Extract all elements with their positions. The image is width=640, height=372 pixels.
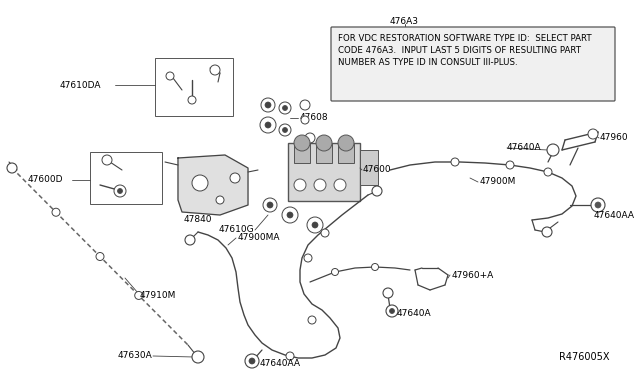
Circle shape: [591, 198, 605, 212]
Circle shape: [216, 196, 224, 204]
Text: 47600D: 47600D: [28, 176, 63, 185]
Circle shape: [371, 263, 378, 270]
Circle shape: [282, 106, 287, 110]
Circle shape: [386, 305, 398, 317]
Bar: [338, 143, 354, 163]
Circle shape: [372, 186, 382, 196]
Circle shape: [542, 227, 552, 237]
Circle shape: [192, 351, 204, 363]
Bar: [360, 150, 378, 185]
Circle shape: [192, 175, 208, 191]
Circle shape: [286, 352, 294, 360]
Text: R476005X: R476005X: [559, 352, 610, 362]
Circle shape: [547, 144, 559, 156]
Text: 47640A: 47640A: [397, 308, 431, 317]
Text: 476A3: 476A3: [390, 17, 419, 26]
Text: 47840: 47840: [184, 215, 212, 224]
Text: 47640AA: 47640AA: [260, 359, 301, 368]
Circle shape: [249, 358, 255, 364]
FancyBboxPatch shape: [331, 27, 615, 101]
Text: 47608: 47608: [300, 113, 328, 122]
Circle shape: [294, 179, 306, 191]
Circle shape: [314, 179, 326, 191]
Text: 47600: 47600: [363, 166, 392, 174]
Circle shape: [307, 217, 323, 233]
Circle shape: [332, 269, 339, 276]
Circle shape: [7, 163, 17, 173]
Circle shape: [185, 235, 195, 245]
Circle shape: [261, 98, 275, 112]
Circle shape: [383, 288, 393, 298]
Circle shape: [96, 253, 104, 260]
Text: 47910M: 47910M: [140, 291, 177, 299]
Circle shape: [316, 135, 332, 151]
Circle shape: [102, 155, 112, 165]
Circle shape: [282, 128, 287, 132]
Text: 47640AA: 47640AA: [594, 211, 635, 219]
Bar: [90, 152, 162, 204]
Circle shape: [282, 207, 298, 223]
Circle shape: [588, 129, 598, 139]
Circle shape: [52, 208, 60, 216]
Text: FOR VDC RESTORATION SOFTWARE TYPE ID:  SELECT PART
CODE 476A3.  INPUT LAST 5 DIG: FOR VDC RESTORATION SOFTWARE TYPE ID: SE…: [338, 34, 591, 67]
Circle shape: [260, 117, 276, 133]
Circle shape: [118, 189, 122, 193]
Circle shape: [305, 133, 315, 143]
Circle shape: [287, 212, 293, 218]
Text: 47610G: 47610G: [218, 225, 254, 234]
Circle shape: [300, 100, 310, 110]
Circle shape: [338, 135, 354, 151]
Text: 47610DA: 47610DA: [60, 80, 102, 90]
Text: 47900MA: 47900MA: [238, 234, 280, 243]
Circle shape: [166, 72, 174, 80]
Circle shape: [390, 308, 394, 314]
Bar: [294, 143, 310, 163]
Text: 47640A: 47640A: [507, 144, 541, 153]
Circle shape: [506, 161, 514, 169]
Circle shape: [334, 179, 346, 191]
Circle shape: [279, 102, 291, 114]
Circle shape: [265, 102, 271, 108]
Circle shape: [265, 122, 271, 128]
Circle shape: [544, 168, 552, 176]
Circle shape: [267, 202, 273, 208]
Polygon shape: [178, 155, 248, 215]
Text: 47900M: 47900M: [480, 177, 516, 186]
Circle shape: [301, 116, 309, 124]
Circle shape: [188, 96, 196, 104]
Circle shape: [312, 222, 318, 228]
Circle shape: [114, 185, 126, 197]
Circle shape: [308, 316, 316, 324]
Circle shape: [135, 291, 143, 299]
Text: 47630A: 47630A: [117, 352, 152, 360]
Circle shape: [245, 354, 259, 368]
Bar: [155, 58, 233, 116]
Circle shape: [451, 158, 459, 166]
Circle shape: [321, 229, 329, 237]
Circle shape: [263, 198, 277, 212]
Circle shape: [210, 65, 220, 75]
Circle shape: [230, 173, 240, 183]
Bar: [288, 143, 360, 201]
Circle shape: [294, 135, 310, 151]
Circle shape: [304, 254, 312, 262]
Text: 47960+A: 47960+A: [452, 270, 494, 279]
Circle shape: [595, 202, 601, 208]
Circle shape: [279, 124, 291, 136]
Bar: [316, 143, 332, 163]
Text: 47960: 47960: [600, 134, 628, 142]
